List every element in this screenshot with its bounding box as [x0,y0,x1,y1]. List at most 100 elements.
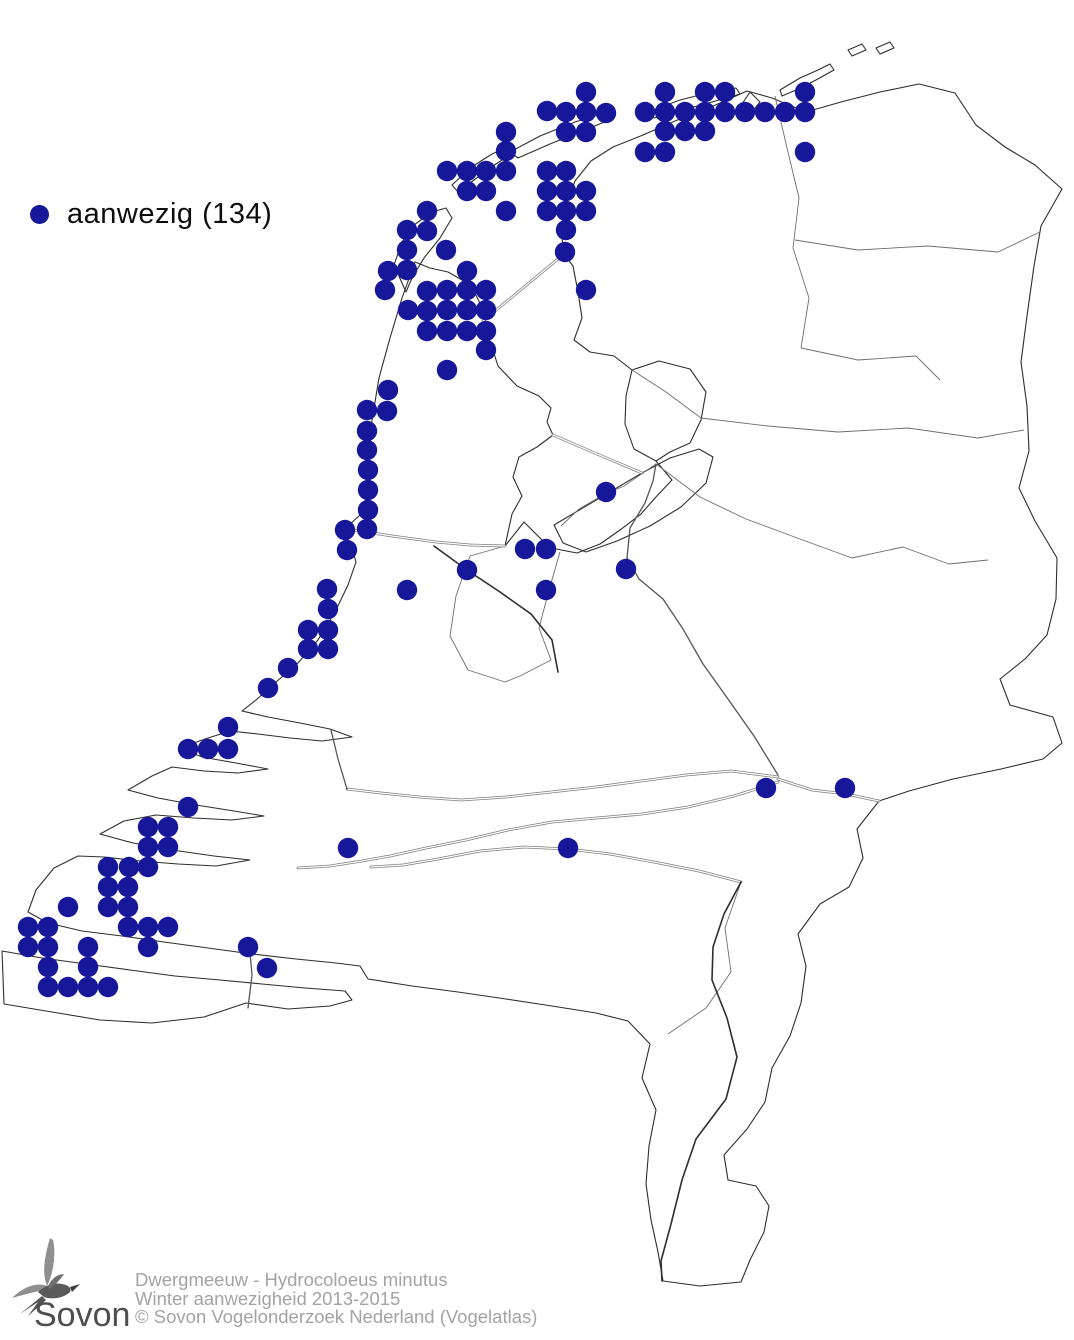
observation-dot [197,738,219,760]
observation-dot [137,836,159,858]
observation-dot [654,81,676,103]
observation-dot [475,279,497,301]
flevoland-outline [553,448,714,553]
observation-dot [97,856,119,878]
ijssel [626,463,779,776]
observation-dot [575,101,597,123]
observation-dot [377,260,399,282]
observation-dot [57,976,79,998]
province-borders [449,95,1041,1035]
observation-dot [117,916,139,938]
observation-dot [575,180,597,202]
observation-dot [555,200,577,222]
observation-dot [97,896,119,918]
observation-dot [416,320,438,342]
observation-dot [436,299,458,321]
observation-dot [536,100,558,122]
observation-dot [456,559,478,581]
observation-dot [97,976,119,998]
observation-dot [177,796,199,818]
caption-copyright: © Sovon Vogelonderzoek Nederland (Vogela… [135,1306,538,1328]
observation-dot [336,539,358,561]
observation-dot [37,916,59,938]
observation-dot [514,538,536,560]
observation-dot [256,957,278,979]
map-caption: Dwergmeeuw - Hydrocoloeus minutus Winter … [135,1269,538,1328]
observation-dot [456,279,478,301]
observation-dot [77,956,99,978]
swallow-icon [12,1238,80,1316]
observation-dot [137,816,159,838]
observation-dot [37,936,59,958]
observation-dot [557,837,579,859]
observation-dot [436,160,458,182]
observation-dot [734,101,756,123]
observation-dot [595,102,617,124]
observation-dot [535,579,557,601]
caption-species: Dwergmeeuw - Hydrocoloeus minutus [135,1269,448,1290]
observation-dot [137,916,159,938]
observation-dot [634,101,656,123]
observation-dot [157,836,179,858]
observation-dot [554,241,576,263]
mainland-outline [27,83,1063,1287]
observation-dot [157,916,179,938]
observation-dot [595,481,617,503]
observation-dot [356,399,378,421]
observation-dot [754,101,776,123]
observation-dot [654,101,676,123]
observation-dot [396,259,418,281]
observation-dot [77,976,99,998]
observation-dot [475,160,497,182]
observation-dot [575,121,597,143]
observation-dot [97,876,119,898]
observation-dot [475,299,497,321]
observation-dot [575,81,597,103]
observation-dot [436,279,458,301]
observation-dot [774,101,796,123]
observation-dot [456,260,478,282]
observation-dot [714,81,736,103]
observation-dot [356,439,378,461]
observation-dot [416,300,438,322]
observation-dot [654,141,676,163]
observation-dot [495,121,517,143]
observation-dot [17,936,39,958]
observation-dot [416,220,438,242]
maas-bergsche [369,845,743,884]
observation-dot [654,120,676,142]
map-legend: aanwezig (134) [30,198,272,231]
observation-dot [416,280,438,302]
observation-dot [117,896,139,918]
observation-dot [435,239,457,261]
observation-dot [137,856,159,878]
amsterdam-rijnkanaal [433,545,559,673]
rivers [247,463,881,1282]
observation-dot [357,479,379,501]
noordoostpolder-dike [624,369,657,462]
observation-dot [118,856,140,878]
observation-dot [257,677,279,699]
observation-dot [575,200,597,222]
observation-dot [376,400,398,422]
observation-dot [475,339,497,361]
observation-dot [297,638,319,660]
legend-marker-icon [30,205,49,224]
observation-dot [555,121,577,143]
observation-dot [575,279,597,301]
observation-dot [117,876,139,898]
observation-dot [57,896,79,918]
observation-dot [357,459,379,481]
observation-dot [456,180,478,202]
observation-dot [456,299,478,321]
observation-dot [475,180,497,202]
observation-dot [495,160,517,182]
observation-dot [475,320,497,342]
rottum-islet-1 [847,43,867,57]
observation-dot [316,578,338,600]
observation-dot [396,579,418,601]
observation-dot [495,140,517,162]
observation-dot [495,200,517,222]
observation-dot [217,716,239,738]
observation-dot [694,81,716,103]
